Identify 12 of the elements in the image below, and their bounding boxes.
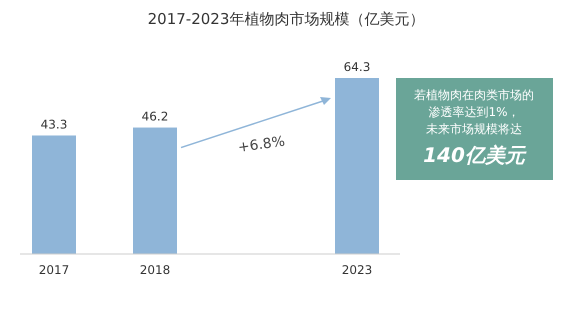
annotation: +6.8%: [236, 134, 286, 156]
text: 未来市场规模将达: [426, 122, 522, 136]
text: 140亿美元: [423, 143, 527, 167]
text: 渗透率达到1%，: [428, 105, 520, 119]
data-label: 64.3: [344, 60, 370, 74]
data-label: 43.3: [40, 117, 68, 132]
data-label: 46.2: [142, 110, 168, 124]
x-tick-label: 2017: [38, 263, 70, 277]
text: 若植物肉在肉类市场的: [414, 88, 534, 102]
x-tick-label: 2023: [342, 263, 372, 277]
chart-title: 2017-2023年植物肉市场规模（亿美元）: [148, 10, 424, 28]
x-tick-label: 2018: [140, 263, 170, 277]
